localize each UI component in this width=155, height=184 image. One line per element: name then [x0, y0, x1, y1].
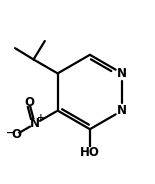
Text: −: −	[5, 128, 14, 138]
Text: O: O	[11, 128, 21, 141]
Text: N: N	[117, 104, 127, 117]
Text: O: O	[24, 96, 34, 109]
Text: N: N	[30, 117, 40, 130]
Text: +: +	[37, 113, 45, 122]
Text: N: N	[117, 67, 127, 80]
Text: HO: HO	[80, 146, 100, 159]
